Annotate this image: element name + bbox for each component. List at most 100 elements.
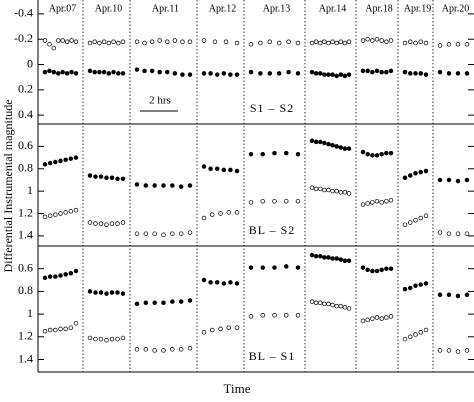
filled-point — [208, 71, 213, 76]
open-point — [223, 39, 229, 45]
open-point — [455, 349, 461, 354]
filled-point — [109, 290, 115, 295]
filled-point — [87, 68, 93, 74]
filled-point — [272, 150, 277, 156]
filled-point — [402, 69, 408, 75]
filled-point — [63, 272, 68, 277]
filled-point — [317, 139, 323, 145]
y-tick-label: -0.4 — [14, 6, 33, 20]
filled-point — [73, 268, 79, 274]
filled-point — [326, 255, 331, 260]
x-axis-label: Time — [224, 381, 251, 396]
y-tick-label: -0.2 — [14, 31, 33, 45]
filled-point — [187, 298, 193, 303]
filled-point — [42, 69, 48, 75]
open-point — [330, 302, 335, 308]
filled-point — [165, 69, 170, 75]
open-point — [134, 347, 140, 352]
filled-point — [106, 71, 112, 76]
open-point — [101, 39, 107, 45]
scale-label: 2 hrs — [149, 95, 171, 107]
open-point — [402, 40, 408, 46]
open-point — [418, 39, 424, 45]
filled-point — [161, 183, 166, 188]
open-point — [276, 40, 282, 46]
filled-point — [365, 267, 370, 273]
open-point — [170, 231, 175, 236]
open-point — [284, 312, 289, 318]
open-point — [234, 40, 240, 46]
filled-point — [334, 73, 339, 79]
filled-point — [365, 68, 370, 74]
filled-point — [120, 176, 126, 182]
open-point — [87, 220, 93, 225]
filled-point — [93, 174, 98, 179]
open-point — [98, 221, 104, 226]
filled-point — [143, 183, 149, 188]
filled-point — [437, 69, 443, 75]
open-point — [272, 312, 277, 318]
y-tick-label: 0.8 — [18, 283, 33, 297]
open-point — [134, 231, 140, 236]
filled-point — [260, 151, 266, 157]
filled-point — [455, 71, 461, 76]
filled-point — [68, 270, 74, 276]
filled-point — [228, 280, 233, 285]
open-point — [342, 40, 348, 46]
open-point — [423, 40, 429, 46]
filled-point — [402, 175, 408, 180]
open-point — [413, 332, 418, 337]
y-tick-label: 1.2 — [18, 329, 33, 343]
open-point — [437, 230, 443, 235]
panel-label: BL – S1 — [249, 349, 296, 363]
filled-point — [464, 71, 470, 76]
open-point — [226, 210, 232, 215]
filled-point — [152, 183, 157, 188]
open-point — [295, 198, 301, 204]
open-point — [446, 42, 452, 47]
filled-point — [142, 68, 147, 74]
filled-point — [413, 170, 418, 176]
open-point — [309, 185, 315, 191]
filled-point — [374, 153, 380, 158]
filled-point — [221, 167, 227, 173]
open-point — [408, 220, 413, 225]
y-tick-label: 0.6 — [18, 260, 33, 274]
filled-point — [437, 292, 443, 298]
filled-point — [87, 289, 93, 294]
open-point — [464, 231, 470, 236]
filled-point — [374, 268, 380, 274]
night-label: Apr.14 — [319, 3, 347, 14]
open-point — [187, 345, 193, 351]
filled-point — [180, 72, 185, 77]
open-point — [73, 39, 79, 45]
filled-point — [334, 144, 339, 149]
filled-point — [374, 68, 380, 74]
open-point — [142, 40, 147, 46]
open-point — [73, 320, 79, 326]
filled-point — [58, 273, 63, 278]
night-label: Apr.10 — [95, 3, 123, 14]
filled-point — [143, 300, 149, 306]
open-point — [295, 40, 301, 46]
filled-point — [53, 159, 58, 165]
filled-point — [284, 264, 289, 269]
filled-point — [276, 71, 282, 76]
filled-point — [455, 178, 461, 184]
open-point — [42, 214, 48, 220]
filled-point — [342, 73, 348, 79]
filled-point — [370, 153, 375, 158]
open-point — [379, 316, 384, 321]
open-point — [408, 334, 413, 340]
y-axis-label: Differential Instrumental magnitude — [1, 99, 15, 272]
filled-point — [446, 292, 452, 298]
filled-point — [360, 265, 366, 270]
open-point — [226, 325, 232, 330]
open-point — [455, 42, 461, 47]
filled-point — [93, 290, 98, 295]
filled-point — [295, 71, 301, 76]
open-point — [180, 39, 185, 45]
open-point — [418, 330, 424, 335]
open-point — [63, 326, 68, 332]
open-point — [326, 187, 331, 193]
